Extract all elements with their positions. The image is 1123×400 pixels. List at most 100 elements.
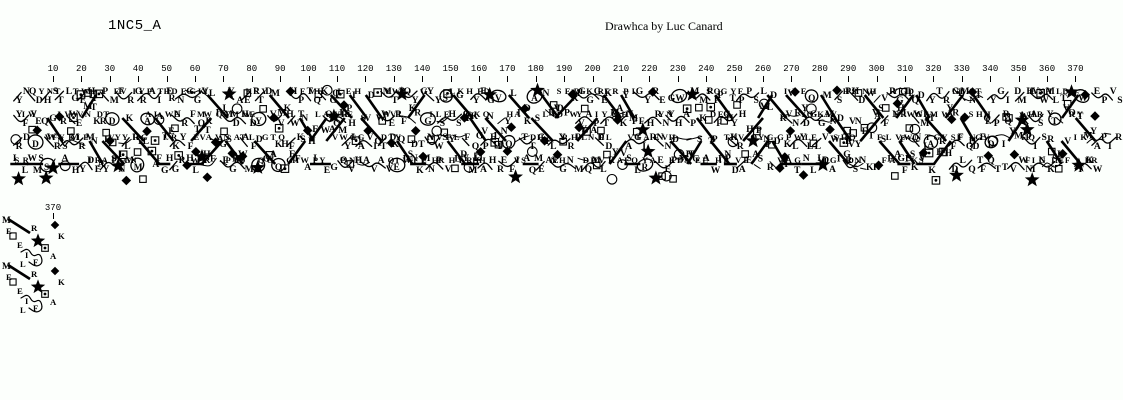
svg-text:H: H: [292, 155, 299, 165]
svg-text:G: G: [262, 132, 269, 142]
svg-text:Y: Y: [658, 109, 665, 119]
svg-text:N: N: [803, 153, 810, 164]
svg-text:Y: Y: [601, 109, 608, 119]
svg-text:S: S: [1042, 132, 1047, 143]
svg-text:D: D: [557, 109, 563, 119]
svg-text:T: T: [224, 109, 230, 119]
svg-text:G: G: [794, 155, 801, 165]
svg-text:Y: Y: [427, 86, 434, 97]
svg-text:H: H: [976, 109, 983, 119]
svg-text:E: E: [654, 132, 660, 142]
svg-text:S: S: [684, 155, 689, 165]
svg-text:E: E: [1029, 86, 1035, 96]
svg-text:Q: Q: [714, 86, 721, 96]
svg-text:L: L: [550, 141, 556, 152]
svg-text:F: F: [980, 164, 986, 175]
svg-text:K: K: [284, 103, 292, 114]
svg-text:D: D: [233, 118, 240, 129]
svg-text:W: W: [165, 109, 174, 119]
svg-text:L: L: [810, 165, 816, 176]
svg-text:S: S: [758, 154, 763, 165]
svg-text:R: R: [767, 162, 775, 173]
svg-text:M: M: [1018, 95, 1027, 106]
svg-text:T: T: [392, 95, 399, 106]
svg-text:L: L: [581, 132, 587, 142]
svg-text:L: L: [543, 109, 549, 119]
svg-text:D: D: [918, 90, 925, 101]
svg-text:Y: Y: [941, 132, 948, 142]
svg-text:R: R: [438, 155, 445, 165]
svg-text:G: G: [194, 95, 202, 106]
svg-text:V: V: [445, 164, 452, 175]
svg-text:D: D: [848, 155, 854, 165]
svg-text:Y: Y: [457, 155, 464, 165]
svg-text:D: D: [109, 117, 116, 127]
svg-text:V: V: [514, 155, 521, 165]
svg-text:P: P: [690, 118, 696, 129]
svg-text:F: F: [882, 155, 887, 165]
svg-text:H: H: [621, 109, 628, 119]
svg-text:S: S: [754, 95, 759, 106]
svg-text:E: E: [702, 155, 708, 165]
svg-text:Y: Y: [319, 155, 326, 165]
svg-text:Q: Q: [483, 109, 490, 119]
svg-text:T: T: [103, 109, 109, 119]
svg-text:N: N: [47, 86, 54, 96]
svg-text:N: N: [301, 113, 308, 124]
svg-text:Y: Y: [395, 132, 402, 142]
svg-text:Y: Y: [385, 86, 392, 96]
svg-text:D: D: [973, 141, 980, 152]
svg-text:P: P: [147, 86, 152, 96]
svg-text:Y: Y: [929, 95, 936, 106]
svg-text:D: D: [171, 86, 177, 96]
svg-text:K: K: [126, 113, 134, 124]
svg-text:V: V: [45, 132, 52, 142]
svg-text:M: M: [930, 109, 938, 119]
svg-text:F: F: [477, 86, 482, 96]
svg-text:G: G: [975, 132, 982, 142]
svg-text:S: S: [706, 86, 711, 96]
svg-text:D: D: [908, 86, 914, 96]
svg-text:W: W: [907, 109, 916, 119]
svg-text:T: T: [959, 86, 965, 96]
svg-text:T: T: [995, 164, 1002, 175]
svg-text:S: S: [557, 86, 562, 96]
svg-text:N: N: [85, 109, 92, 119]
svg-text:T: T: [57, 95, 64, 106]
svg-text:Q: Q: [529, 165, 537, 176]
svg-text:E: E: [346, 86, 352, 96]
svg-text:S: S: [1117, 95, 1122, 106]
svg-text:S: S: [837, 95, 842, 106]
svg-text:I: I: [1108, 141, 1112, 152]
svg-text:P: P: [723, 155, 728, 165]
svg-text:D: D: [677, 155, 683, 165]
svg-text:Y: Y: [261, 86, 268, 96]
svg-text:G: G: [49, 113, 57, 124]
svg-text:H: H: [843, 86, 850, 96]
svg-text:G: G: [767, 132, 774, 142]
svg-text:I: I: [905, 154, 909, 165]
svg-text:L: L: [163, 132, 169, 142]
svg-text:W: W: [711, 165, 721, 176]
svg-text:H: H: [132, 132, 139, 142]
svg-text:T: T: [925, 132, 931, 142]
svg-text:G: G: [997, 86, 1005, 97]
svg-text:D: D: [97, 109, 103, 119]
svg-text:K: K: [586, 86, 593, 96]
svg-text:R: R: [1037, 109, 1044, 119]
svg-text:E: E: [312, 124, 318, 135]
svg-text:V: V: [364, 113, 371, 124]
svg-text:I: I: [1002, 139, 1006, 150]
svg-text:E: E: [324, 165, 330, 176]
svg-text:E: E: [923, 109, 929, 119]
svg-text:S: S: [254, 86, 259, 96]
svg-text:L: L: [600, 164, 606, 175]
svg-text:A: A: [514, 109, 521, 119]
svg-text:V: V: [77, 109, 84, 119]
svg-text:E: E: [695, 155, 701, 165]
svg-text:H: H: [489, 155, 497, 166]
svg-text:T: T: [418, 139, 425, 150]
svg-text:N: N: [91, 136, 98, 147]
svg-text:D: D: [381, 132, 387, 142]
svg-text:F: F: [300, 86, 305, 96]
